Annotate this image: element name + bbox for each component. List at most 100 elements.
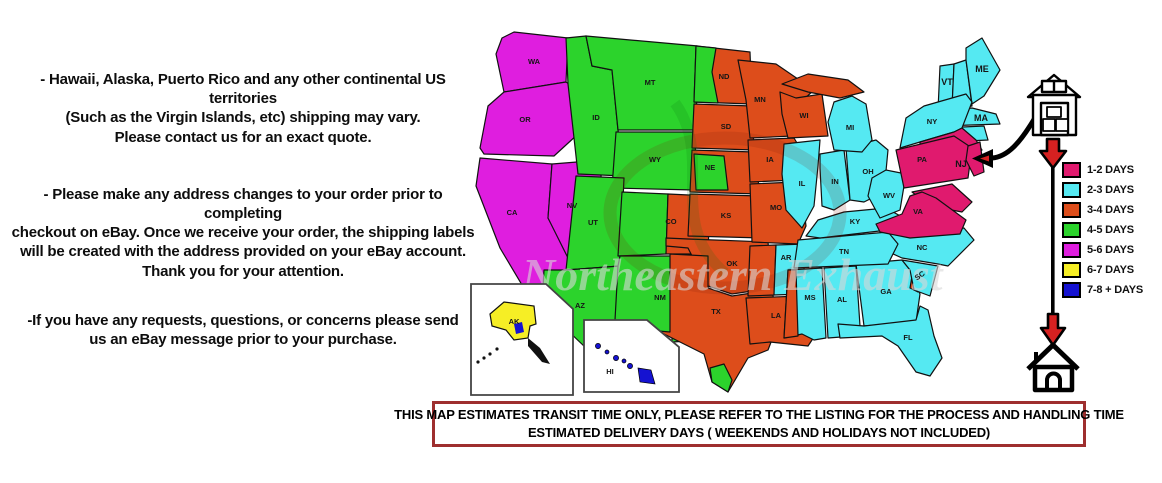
state-label-sd: SD	[721, 122, 732, 131]
state-wv	[867, 169, 907, 219]
state-label-ms: MS	[804, 293, 815, 302]
state-sc	[901, 259, 939, 297]
state-label-ma: MA	[974, 113, 988, 123]
state-fl	[837, 305, 943, 377]
warehouse-icon	[1026, 73, 1082, 137]
legend-swatch-7-8	[1062, 282, 1081, 298]
legend-item-1-2: 1-2 DAYS	[1062, 162, 1143, 178]
state-ok	[665, 237, 773, 295]
legend-swatch-2-3	[1062, 182, 1081, 198]
state-label-ut: UT	[588, 218, 598, 227]
state-ms-west-strip	[783, 269, 799, 339]
state-label-fl: FL	[903, 333, 913, 342]
hawaii-island	[621, 358, 627, 364]
state-label-nc: NC	[917, 243, 928, 252]
legend-swatch-1-2	[1062, 162, 1081, 178]
state-tx-south-tip	[709, 363, 733, 393]
shipping-notes: - Hawaii, Alaska, Puerto Rico and any ot…	[6, 70, 480, 349]
legend-item-4-5: 4-5 DAYS	[1062, 222, 1143, 238]
state-label-me: ME	[975, 64, 989, 74]
state-me	[965, 37, 1001, 105]
legend-swatch-4-5	[1062, 222, 1081, 238]
state-label-ky: KY	[850, 217, 860, 226]
state-label-mi: MI	[846, 123, 854, 132]
state-label-hi: HI	[606, 367, 614, 376]
state-label-ks: KS	[721, 211, 731, 220]
legend-item-6-7: 6-7 DAYS	[1062, 262, 1143, 278]
state-ak	[489, 301, 537, 341]
state-label-vt: VT	[941, 77, 953, 87]
house-icon	[1026, 342, 1080, 393]
note-contact: -If you have any requests, questions, or…	[27, 311, 459, 348]
state-label-tn: TN	[839, 247, 849, 256]
hawaii-big-island	[637, 367, 656, 385]
state-label-az: AZ	[575, 301, 585, 310]
state-label-nj: NJ	[955, 159, 967, 169]
state-label-ok: OK	[726, 259, 738, 268]
michigan-upper-peninsula	[781, 73, 865, 99]
state-label-ia: IA	[766, 155, 774, 164]
state-tn	[793, 231, 899, 269]
alaska-inset-box	[470, 283, 574, 396]
state-label-nm: NM	[654, 293, 666, 302]
legend-label-6-7: 6-7 DAYS	[1087, 264, 1134, 276]
state-label-in: IN	[831, 177, 839, 186]
aleutian-island	[476, 360, 480, 364]
watermark-swirl-green	[670, 99, 729, 278]
legend-label-3-4: 3-4 DAYS	[1087, 204, 1134, 216]
state-label-ny: NY	[927, 117, 937, 126]
legend-item-7-8: 7-8 + DAYS	[1062, 282, 1143, 298]
state-label-co: CO	[665, 217, 676, 226]
state-label-pa: PA	[917, 155, 927, 164]
state-wi	[779, 91, 829, 139]
hawaii-island	[613, 355, 619, 361]
legend-label-4-5: 4-5 DAYS	[1087, 224, 1134, 236]
legend-item-5-6: 5-6 DAYS	[1062, 242, 1143, 258]
hawaii-island	[627, 363, 633, 369]
state-mi	[827, 95, 873, 153]
state-label-ca: CA	[507, 208, 518, 217]
state-label-wa: WA	[528, 57, 541, 66]
aleutian-island	[482, 356, 486, 360]
state-label-tx: TX	[711, 307, 721, 316]
hawaii-inset-box	[583, 319, 680, 393]
transit-line	[1051, 166, 1055, 316]
state-label-nd: ND	[719, 72, 730, 81]
state-label-ga: GA	[880, 287, 892, 296]
hawaii-island	[595, 343, 601, 349]
watermark-text: Northeastern Exhaust	[521, 249, 944, 300]
transit-legend: 1-2 DAYS 2-3 DAYS 3-4 DAYS 4-5 DAYS 5-6 …	[1062, 162, 1143, 298]
disclaimer-line1: THIS MAP ESTIMATES TRANSIT TIME ONLY, PL…	[394, 406, 1124, 422]
disclaimer-line2: ESTIMATED DELIVERY DAYS ( WEEKENDS AND H…	[527, 425, 991, 440]
alaska-blue-patch	[514, 322, 524, 334]
legend-swatch-3-4	[1062, 202, 1081, 218]
state-label-wi: WI	[799, 111, 808, 120]
state-label-id: ID	[592, 113, 600, 122]
legend-item-3-4: 3-4 DAYS	[1062, 202, 1143, 218]
disclaimer-box: THIS MAP ESTIMATES TRANSIT TIME ONLY, PL…	[394, 401, 1124, 447]
hawaii-island	[604, 349, 610, 355]
state-labels: WA OR CA NV ID MT WY UT CO AZ NM ND SD N…	[507, 57, 989, 376]
alaska-panhandle	[528, 338, 550, 364]
legend-label-1-2: 1-2 DAYS	[1087, 164, 1134, 176]
watermark-swirl-red	[603, 131, 847, 295]
aleutian-island	[488, 352, 492, 356]
state-label-mt: MT	[645, 78, 656, 87]
state-ne-green-pocket	[693, 153, 729, 191]
legend-label-5-6: 5-6 DAYS	[1087, 244, 1134, 256]
state-label-va: VA	[913, 207, 923, 216]
state-nd-west-sliver	[693, 45, 719, 104]
note-address-changes: - Please make any address changes to you…	[11, 185, 475, 280]
legend-label-2-3: 2-3 DAYS	[1087, 184, 1134, 196]
down-arrow-bottom-icon	[1039, 312, 1067, 347]
hawaii-inset	[583, 319, 680, 393]
legend-label-7-8: 7-8 + DAYS	[1087, 284, 1143, 296]
legend-swatch-6-7	[1062, 262, 1081, 278]
state-va	[875, 191, 967, 239]
note-territories: - Hawaii, Alaska, Puerto Rico and any ot…	[40, 71, 446, 146]
state-label-wv: WV	[883, 191, 895, 200]
state-il	[781, 139, 821, 229]
state-label-oh: OH	[862, 167, 873, 176]
state-label-il: IL	[799, 179, 806, 188]
legend-swatch-5-6	[1062, 242, 1081, 258]
